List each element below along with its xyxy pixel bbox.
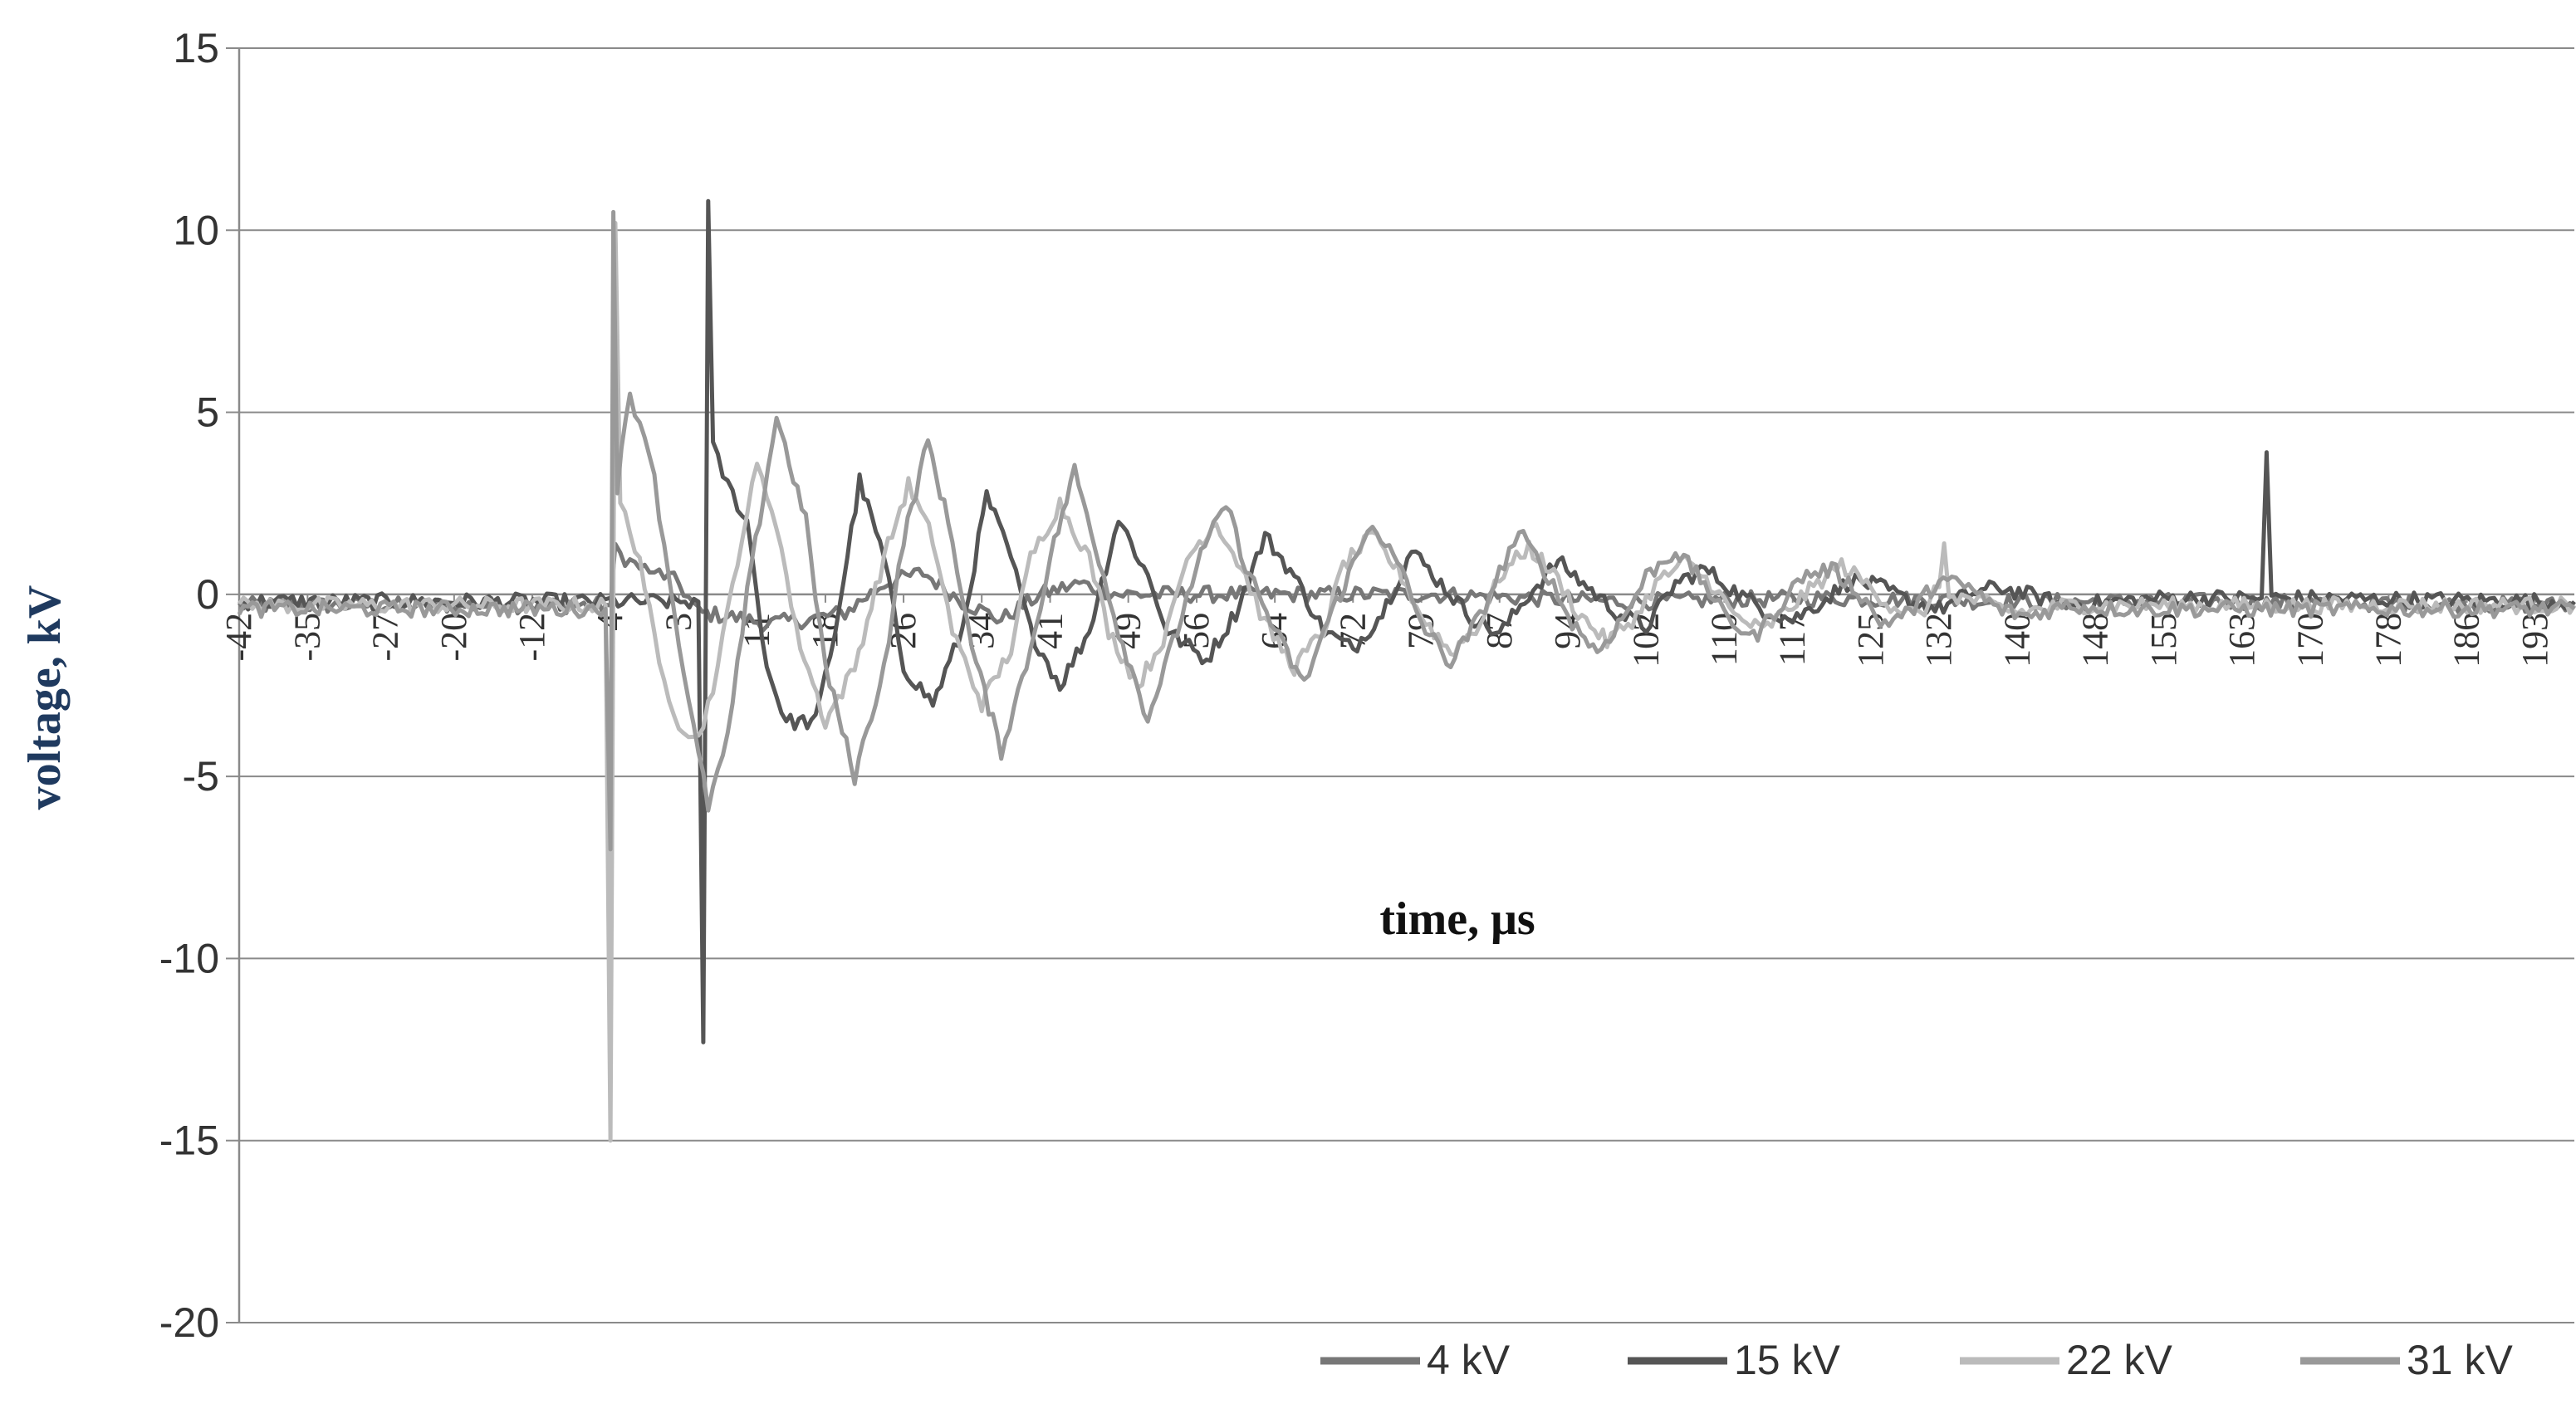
y-tick-label: 5 <box>196 389 219 436</box>
y-tick-label: -5 <box>183 753 219 800</box>
x-tick-label: -27 <box>365 613 405 662</box>
x-tick-label: 72 <box>1332 613 1373 649</box>
series-line-2 <box>237 221 2576 1143</box>
axes <box>226 47 2574 1323</box>
x-tick-label: 186 <box>2446 613 2487 668</box>
x-tick-label: -20 <box>433 613 474 662</box>
x-tick-label: 3 <box>658 613 698 631</box>
x-tick-label: 140 <box>1996 613 2037 668</box>
x-tick-label: 170 <box>2290 613 2330 668</box>
x-tick-label: 155 <box>2143 613 2184 668</box>
x-axis-title: time, μs <box>1379 893 1535 945</box>
y-tick-label: -20 <box>159 1299 219 1346</box>
y-tick-label: -10 <box>159 935 219 981</box>
y-tick-label: -15 <box>159 1118 219 1164</box>
x-tick-label: 148 <box>2074 613 2115 668</box>
y-axis-title: voltage, kV <box>19 585 71 810</box>
x-tick-labels: -42 -35 -27 -20 -12 -4 3 11 18 26 34 41 49 56 64 72 79 87… <box>218 613 2555 668</box>
x-tick-label: -42 <box>218 613 259 662</box>
x-tick-label: 132 <box>1918 613 1959 668</box>
x-tick-label: -12 <box>512 613 552 662</box>
y-tick-label: 0 <box>196 571 219 618</box>
x-tick-label: 163 <box>2221 613 2262 668</box>
x-tick-label: -35 <box>286 613 327 662</box>
legend-label-1: 15 kV <box>1734 1337 1841 1383</box>
legend-label-3: 31 kV <box>2407 1337 2514 1383</box>
y-tick-label: 15 <box>173 25 219 71</box>
legend-label-2: 22 kV <box>2066 1337 2173 1383</box>
y-tick-labels: 15 10 5 0 -5 -10 -15 -20 <box>159 25 219 1346</box>
grid <box>239 47 2574 1323</box>
series-line-3 <box>237 209 2576 852</box>
legend: 4 kV 15 kV 22 kV 31 kV <box>1320 1337 2514 1383</box>
legend-label-0: 4 kV <box>1427 1337 1511 1383</box>
x-tick-label: 178 <box>2368 613 2408 668</box>
y-tick-label: 10 <box>173 207 219 253</box>
series-lines <box>237 198 2576 1143</box>
x-tick-label: 193 <box>2515 613 2555 668</box>
x-tick-label: 102 <box>1625 613 1666 668</box>
x-tick-label: 110 <box>1703 613 1744 666</box>
